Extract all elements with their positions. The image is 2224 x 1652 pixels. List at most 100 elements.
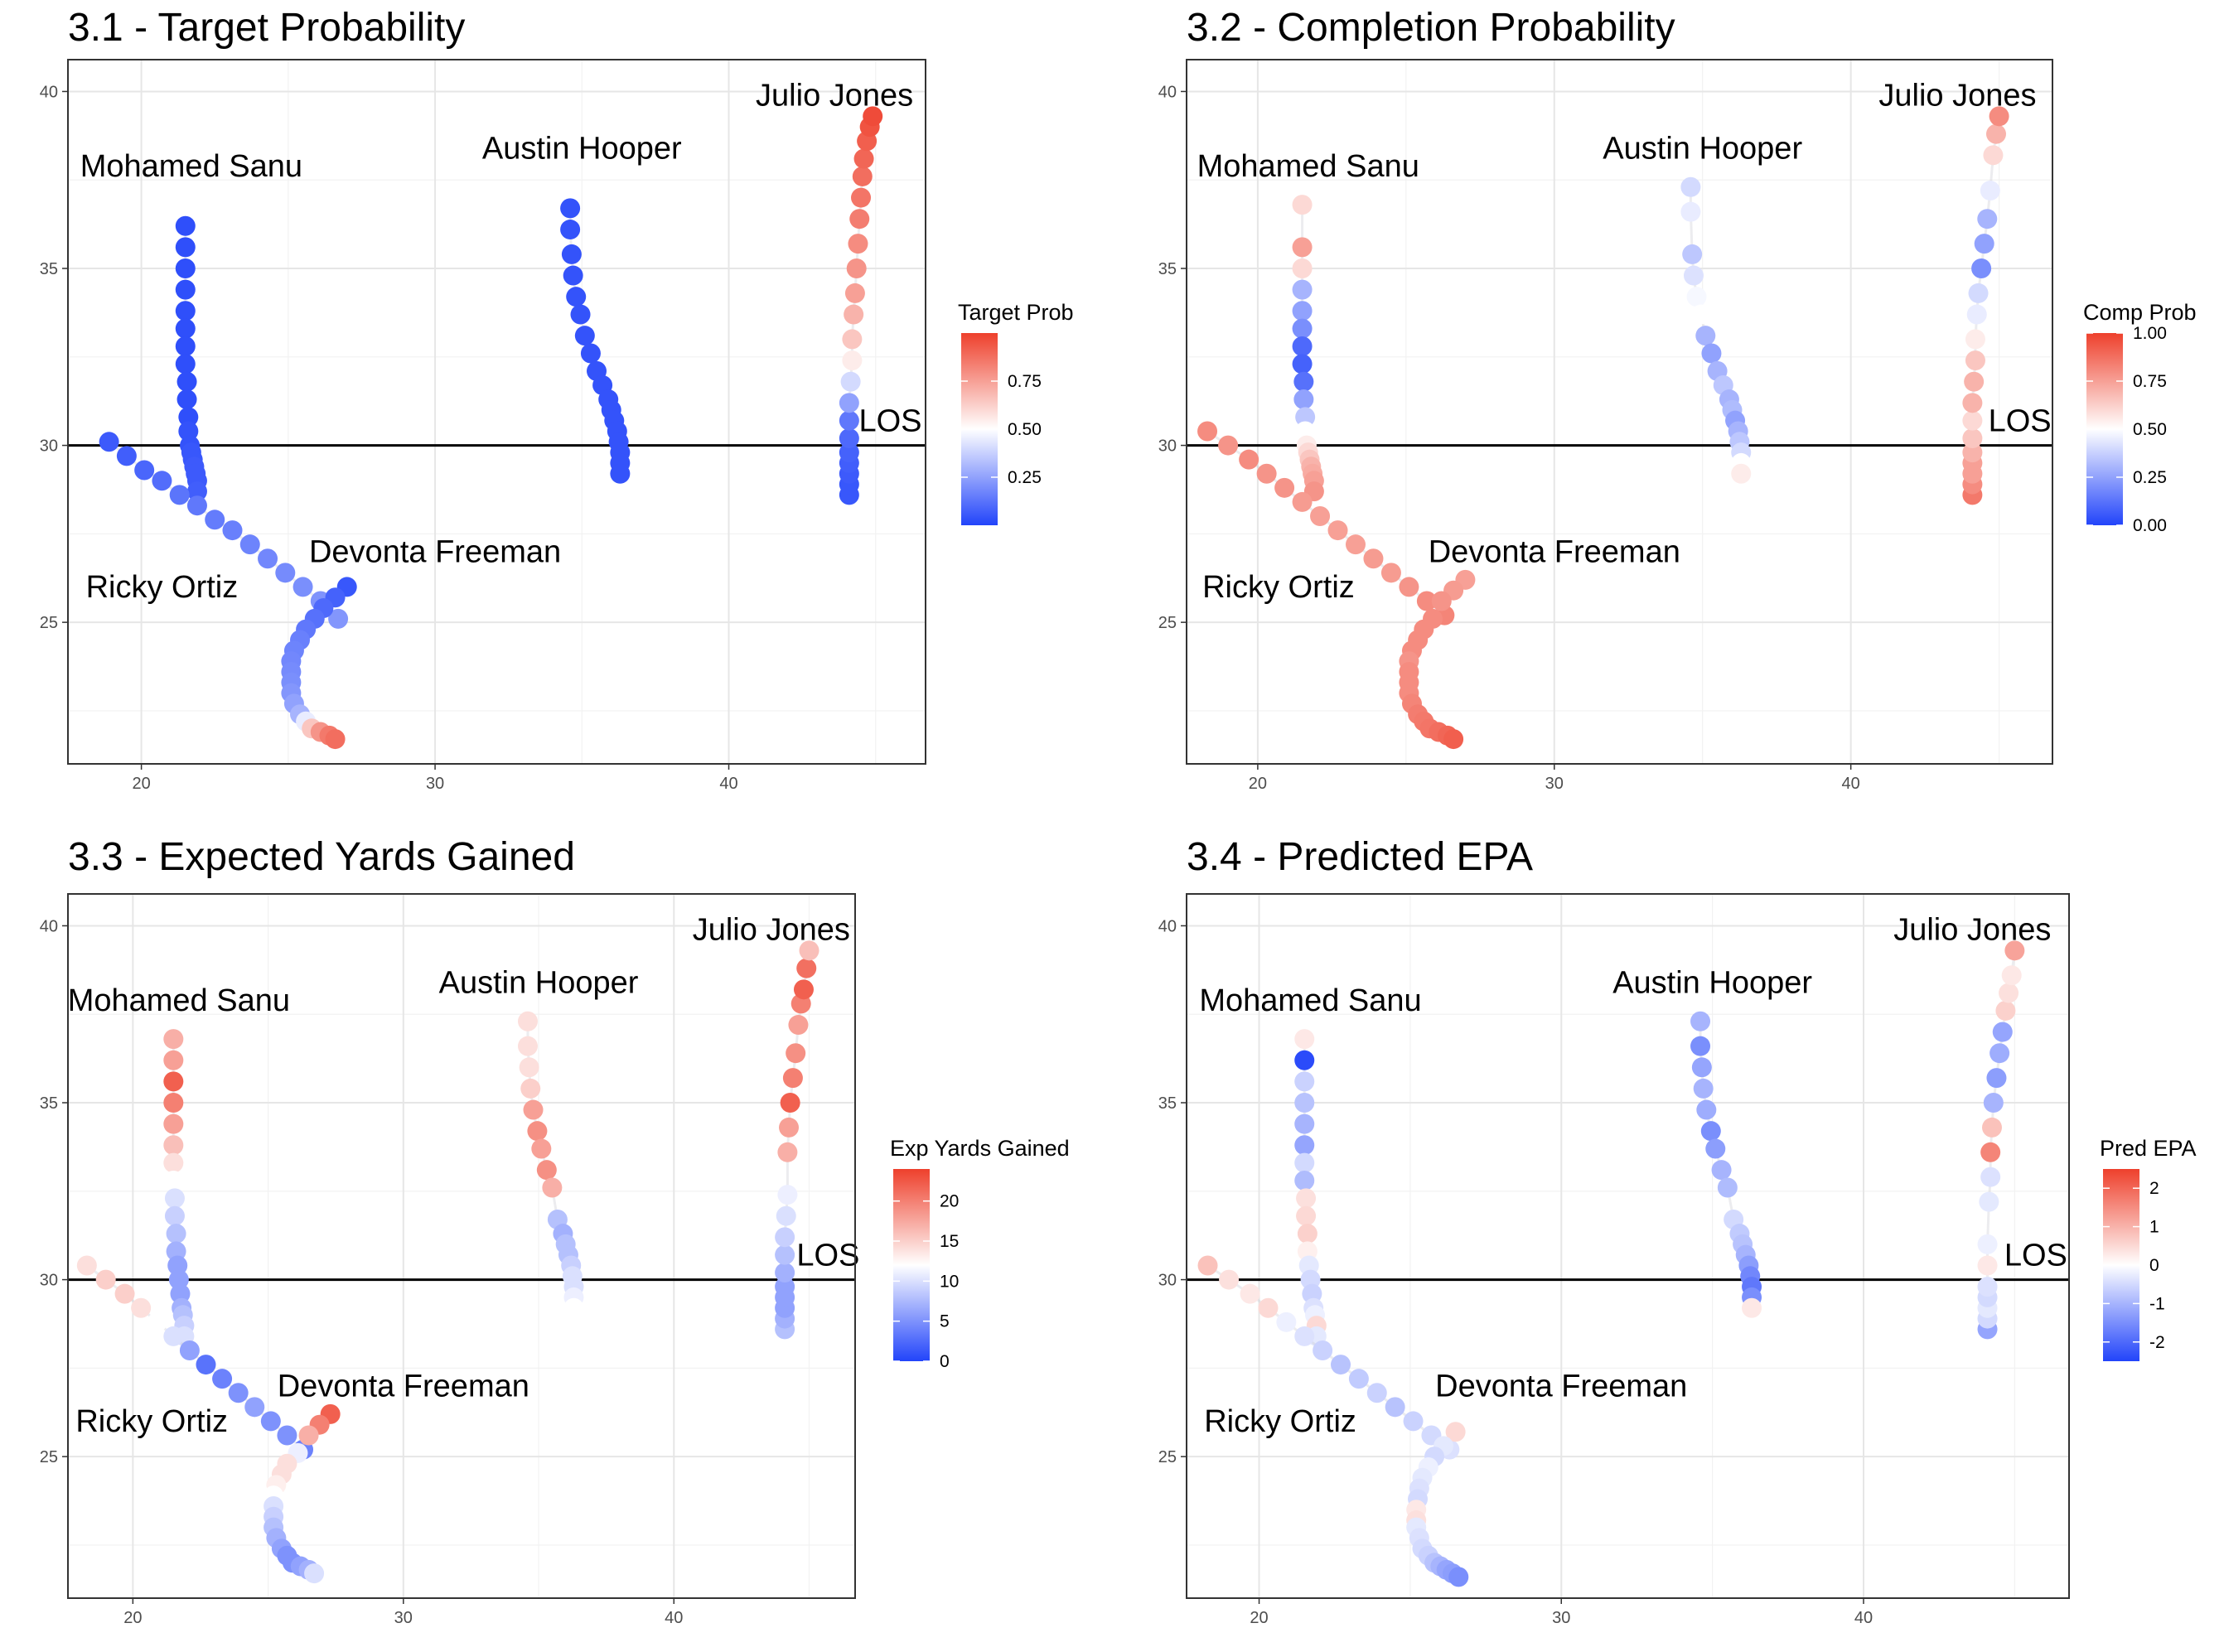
- route-point: [1295, 407, 1316, 427]
- legend-tick-label: -2: [2149, 1333, 2165, 1352]
- route-point: [1977, 1234, 1998, 1254]
- route-point: [114, 1283, 135, 1304]
- route-point: [1416, 591, 1437, 611]
- legend-tick-label: 1.00: [2133, 324, 2167, 343]
- route-point: [853, 148, 874, 169]
- route-point: [1683, 265, 1704, 286]
- route-point: [1327, 520, 1348, 541]
- y-tick-label: 25: [1158, 1448, 1177, 1466]
- player-label: Ricky Ortiz: [1204, 1404, 1356, 1439]
- route-point: [205, 510, 225, 530]
- y-tick-label: 35: [40, 260, 58, 278]
- x-tick-label: 20: [123, 1609, 142, 1627]
- route-point: [1197, 421, 1218, 442]
- route-point: [147, 1311, 167, 1332]
- route-point: [179, 1340, 200, 1361]
- route-point: [1986, 1068, 2007, 1089]
- chart-target-probability: 20 30 40 25 30 35 40 Julio Jones Austin Hooper Mo…: [40, 59, 1074, 793]
- route-point: [1977, 1277, 1998, 1297]
- route-point: [175, 301, 196, 321]
- route-point: [1964, 371, 1985, 392]
- route-point: [793, 979, 814, 1000]
- route-point: [95, 1269, 116, 1290]
- route-point: [844, 283, 865, 303]
- route-point: [186, 481, 207, 502]
- route-point: [1294, 1093, 1315, 1113]
- route-point: [1974, 234, 1994, 254]
- route-point: [1310, 506, 1331, 527]
- plot-background: [1187, 60, 2052, 764]
- x-tick-label: 40: [1842, 775, 1860, 793]
- route-point: [175, 215, 196, 236]
- route-point: [244, 1397, 265, 1418]
- route-point: [1431, 591, 1452, 611]
- player-label: Austin Hooper: [1603, 132, 1802, 167]
- route-point: [1682, 244, 1703, 264]
- series-mohamed-sanu: [1294, 1029, 1327, 1346]
- route-point: [1980, 1142, 2001, 1162]
- route-point: [2004, 940, 2025, 961]
- route-point: [1292, 195, 1313, 215]
- route-point: [1986, 123, 2007, 144]
- route-point: [863, 106, 883, 127]
- route-point: [1292, 318, 1313, 339]
- chart-expected-yards-gained: 20 30 40 25 30 35 40 Julio Jones Austin Hooper Mo…: [40, 893, 1070, 1627]
- route-point: [1445, 1422, 1466, 1442]
- series-devonta-freeman: [281, 577, 357, 750]
- player-label: Ricky Ortiz: [1202, 570, 1355, 605]
- legend-tick-label: -1: [2149, 1294, 2165, 1313]
- route-point: [1292, 336, 1313, 356]
- legend-tick-label: 0.25: [1008, 468, 1042, 487]
- route-point: [1690, 304, 1711, 325]
- route-point: [152, 471, 172, 491]
- route-point: [580, 343, 601, 364]
- plot-background: [68, 894, 855, 1598]
- chart-title: 3.1 - Target Probability: [68, 6, 466, 50]
- series-austin-hooper: [1680, 176, 1752, 484]
- route-point: [1256, 463, 1277, 484]
- los-label: LOS: [2004, 1238, 2067, 1273]
- route-point: [1989, 106, 2009, 127]
- series-mohamed-sanu: [1292, 195, 1324, 502]
- route-point: [1968, 283, 1989, 303]
- player-label: Devonta Freeman: [278, 1369, 529, 1404]
- route-point: [844, 304, 864, 325]
- route-point: [851, 187, 872, 208]
- player-label: Ricky Ortiz: [75, 1404, 228, 1439]
- series-ricky-ortiz: [76, 1255, 314, 1460]
- player-label: Julio Jones: [1878, 79, 2036, 114]
- y-tick-label: 40: [40, 917, 58, 935]
- route-point: [293, 577, 313, 597]
- series-devonta-freeman: [1399, 569, 1476, 750]
- route-point: [164, 1188, 185, 1209]
- route-point: [1313, 1340, 1333, 1361]
- route-point: [1992, 1022, 2013, 1042]
- route-point: [799, 940, 819, 961]
- route-point: [175, 336, 196, 356]
- route-point: [1258, 1297, 1279, 1318]
- route-point: [1962, 393, 1983, 413]
- route-point: [523, 1099, 544, 1120]
- route-point: [1443, 729, 1464, 750]
- route-point: [780, 1093, 800, 1113]
- legend-tick-label: 5: [940, 1312, 950, 1331]
- route-point: [1403, 1411, 1424, 1432]
- x-tick-label: 30: [1545, 775, 1564, 793]
- route-point: [777, 1142, 798, 1162]
- y-tick-label: 35: [1158, 260, 1177, 278]
- route-point: [519, 1057, 539, 1078]
- route-point: [175, 354, 196, 374]
- route-point: [239, 534, 260, 555]
- plot-background: [1187, 894, 2069, 1598]
- route-point: [839, 442, 859, 463]
- x-tick-label: 40: [665, 1609, 683, 1627]
- legend-tick-label: 0: [940, 1352, 950, 1371]
- player-label: Devonta Freeman: [1435, 1369, 1687, 1404]
- route-point: [1977, 209, 1998, 229]
- route-point: [1983, 145, 2004, 166]
- panel-expected-yards-gained: 3.3 - Expected Yards Gained 20 30 40 25 30 35…: [0, 826, 1112, 1652]
- route-point: [175, 279, 196, 300]
- route-point: [1399, 577, 1419, 597]
- y-tick-label: 30: [1158, 1272, 1177, 1290]
- route-point: [1363, 548, 1384, 569]
